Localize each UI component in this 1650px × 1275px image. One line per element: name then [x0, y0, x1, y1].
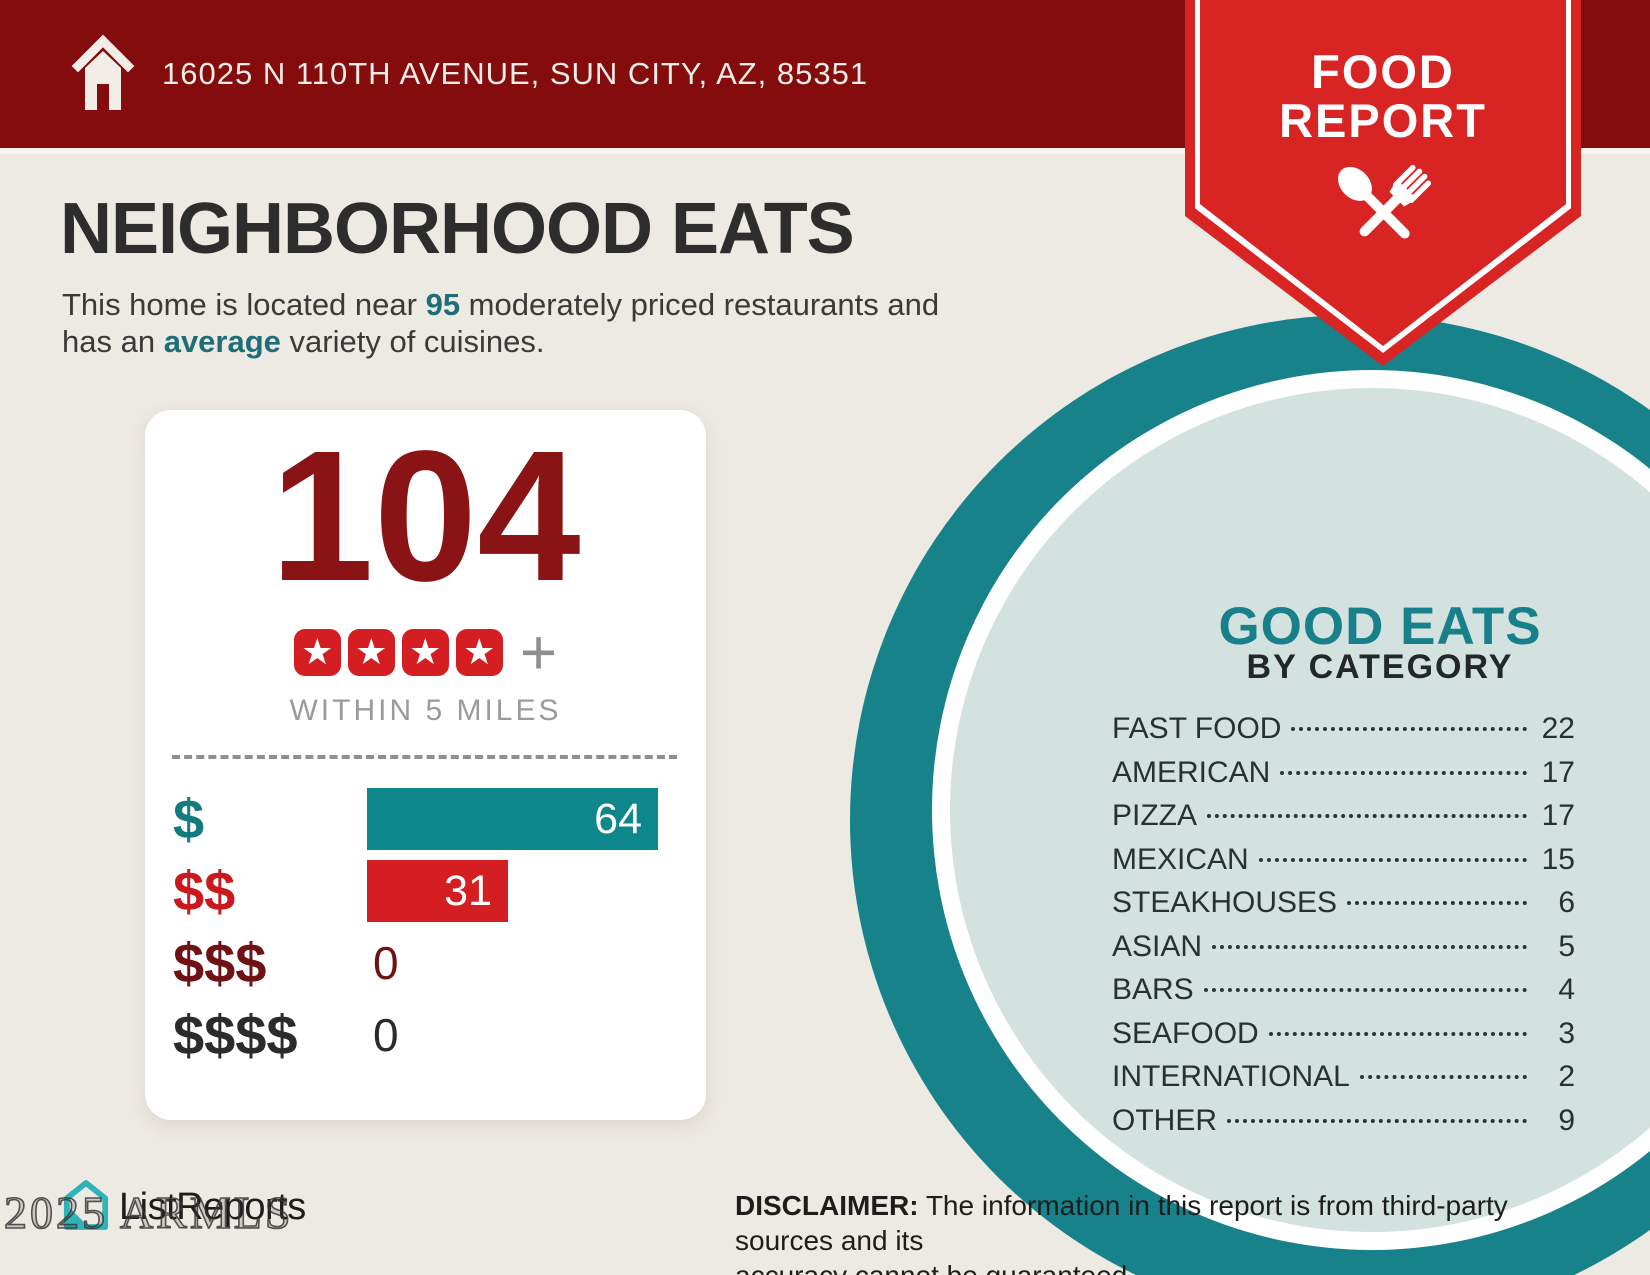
good-eats-category-list: FAST FOOD 22 AMERICAN 17 PIZZA 17 MEXICA… — [1112, 712, 1575, 1147]
subtitle-text-mid: moderately priced restaurants and — [460, 287, 940, 322]
category-label: INTERNATIONAL — [1112, 1060, 1350, 1093]
category-row: SEAFOOD 3 — [1112, 1017, 1575, 1061]
dotted-leader — [1212, 944, 1527, 949]
category-row: BARS 4 — [1112, 973, 1575, 1017]
dotted-leader — [1207, 814, 1527, 818]
good-eats-title: GOOD EATS — [1218, 597, 1542, 656]
price-tier-label: $$$$ — [173, 1003, 298, 1067]
dotted-leader — [1227, 1118, 1527, 1123]
plus-icon: + — [519, 616, 558, 688]
star-icon: ★ — [401, 628, 449, 676]
price-tier-chart: $ 64 $$ 31 $$$ 0 $$$$ 0 — [145, 783, 706, 1071]
category-row: MEXICAN 15 — [1112, 843, 1575, 887]
category-count: 17 — [1541, 799, 1575, 832]
bar-value-label: 31 — [444, 866, 492, 915]
category-label: FAST FOOD — [1112, 712, 1282, 745]
ribbon-title-line2: REPORT — [1279, 93, 1487, 147]
category-count: 22 — [1541, 712, 1575, 745]
category-row: PIZZA 17 — [1112, 799, 1575, 843]
category-label: BARS — [1112, 973, 1194, 1006]
dotted-leader — [1268, 1031, 1527, 1036]
category-row: INTERNATIONAL 2 — [1112, 1060, 1575, 1104]
category-label: STEAKHOUSES — [1112, 886, 1338, 919]
total-restaurant-count: 104 — [270, 413, 581, 620]
category-count: 6 — [1558, 886, 1575, 919]
home-icon — [70, 28, 136, 121]
category-row: AMERICAN 17 — [1112, 756, 1575, 800]
subtitle-text-pre: This home is located near — [62, 287, 426, 322]
star-rating: ★ ★ ★ ★ + — [145, 620, 706, 684]
good-eats-circle-fill — [950, 388, 1650, 1232]
price-tier-row: $ 64 — [145, 783, 706, 855]
category-label: ASIAN — [1112, 929, 1203, 963]
category-label: MEXICAN — [1112, 842, 1249, 876]
price-tier-label: $$ — [173, 859, 236, 923]
category-label: OTHER — [1112, 1103, 1217, 1137]
disclaimer-line1: The information in this report is from t… — [735, 1190, 1508, 1256]
spoon-fork-icon — [1185, 158, 1581, 273]
dotted-leader — [1280, 770, 1527, 775]
food-report-ribbon: FOOD REPORT — [1185, 0, 1581, 366]
dotted-leader — [1258, 857, 1527, 862]
subtitle-text-line2: has an — [62, 324, 164, 360]
page-subtitle: This home is located near 95 moderately … — [62, 286, 939, 360]
dashed-divider — [172, 755, 677, 759]
disclaimer-text: DISCLAIMER: The information in this repo… — [735, 1188, 1555, 1275]
star-icon: ★ — [455, 628, 503, 676]
category-label: PIZZA — [1112, 799, 1198, 832]
variety-highlight: average — [163, 324, 281, 360]
bar-value-label: 0 — [373, 1009, 399, 1061]
category-count: 17 — [1541, 755, 1575, 789]
category-count: 5 — [1558, 929, 1575, 963]
price-tier-label: $$$ — [173, 931, 267, 995]
restaurant-summary-card: 104 ★ ★ ★ ★ + WITHIN 5 MILES $ 64 $$ 31 — [145, 410, 706, 1120]
star-icon: ★ — [293, 628, 341, 676]
disclaimer-line2: accuracy cannot be guaranteed. — [735, 1260, 1135, 1275]
bar-value-label: 0 — [373, 937, 399, 989]
category-label: AMERICAN — [1112, 755, 1271, 789]
listreports-house-icon — [63, 1180, 109, 1235]
category-count: 3 — [1558, 1016, 1575, 1050]
dotted-leader — [1359, 1075, 1527, 1079]
header-divider-strip — [0, 148, 1650, 154]
restaurant-count: 95 — [425, 287, 461, 322]
radius-label: WITHIN 5 MILES — [289, 694, 562, 727]
dotted-leader — [1203, 988, 1527, 992]
dotted-leader — [1291, 727, 1527, 731]
page-title: NEIGHBORHOOD EATS — [60, 189, 855, 269]
good-eats-subtitle: BY CATEGORY — [1246, 648, 1514, 686]
price-tier-label: $ — [173, 787, 205, 851]
price-tier-row: $$$$ 0 — [145, 999, 706, 1071]
category-count: 4 — [1558, 973, 1575, 1006]
armls-watermark: 2025 ARMLS — [3, 1186, 294, 1239]
price-tier-bar: 64 — [367, 788, 658, 850]
disclaimer-label: DISCLAIMER: — [735, 1190, 919, 1221]
price-tier-row: $$ 31 — [145, 855, 706, 927]
category-count: 15 — [1541, 842, 1575, 876]
subtitle-text-post: variety of cuisines. — [280, 324, 545, 360]
category-label: SEAFOOD — [1112, 1016, 1259, 1050]
category-row: OTHER 9 — [1112, 1104, 1575, 1148]
category-row: STEAKHOUSES 6 — [1112, 886, 1575, 930]
listreports-wordmark: ListReports — [119, 1186, 306, 1228]
category-count: 9 — [1558, 1103, 1575, 1137]
dotted-leader — [1347, 901, 1527, 905]
bar-value-label: 64 — [594, 794, 642, 843]
price-tier-bar: 31 — [367, 860, 508, 922]
listreports-logo: ListReports — [63, 1180, 306, 1235]
ribbon-title-line1: FOOD — [1311, 45, 1455, 98]
property-address: 16025 N 110TH AVENUE, SUN CITY, AZ, 8535… — [162, 56, 869, 91]
star-icon: ★ — [347, 628, 395, 676]
category-row: FAST FOOD 22 — [1112, 712, 1575, 756]
category-row: ASIAN 5 — [1112, 930, 1575, 974]
price-tier-row: $$$ 0 — [145, 927, 706, 999]
category-count: 2 — [1558, 1060, 1575, 1093]
